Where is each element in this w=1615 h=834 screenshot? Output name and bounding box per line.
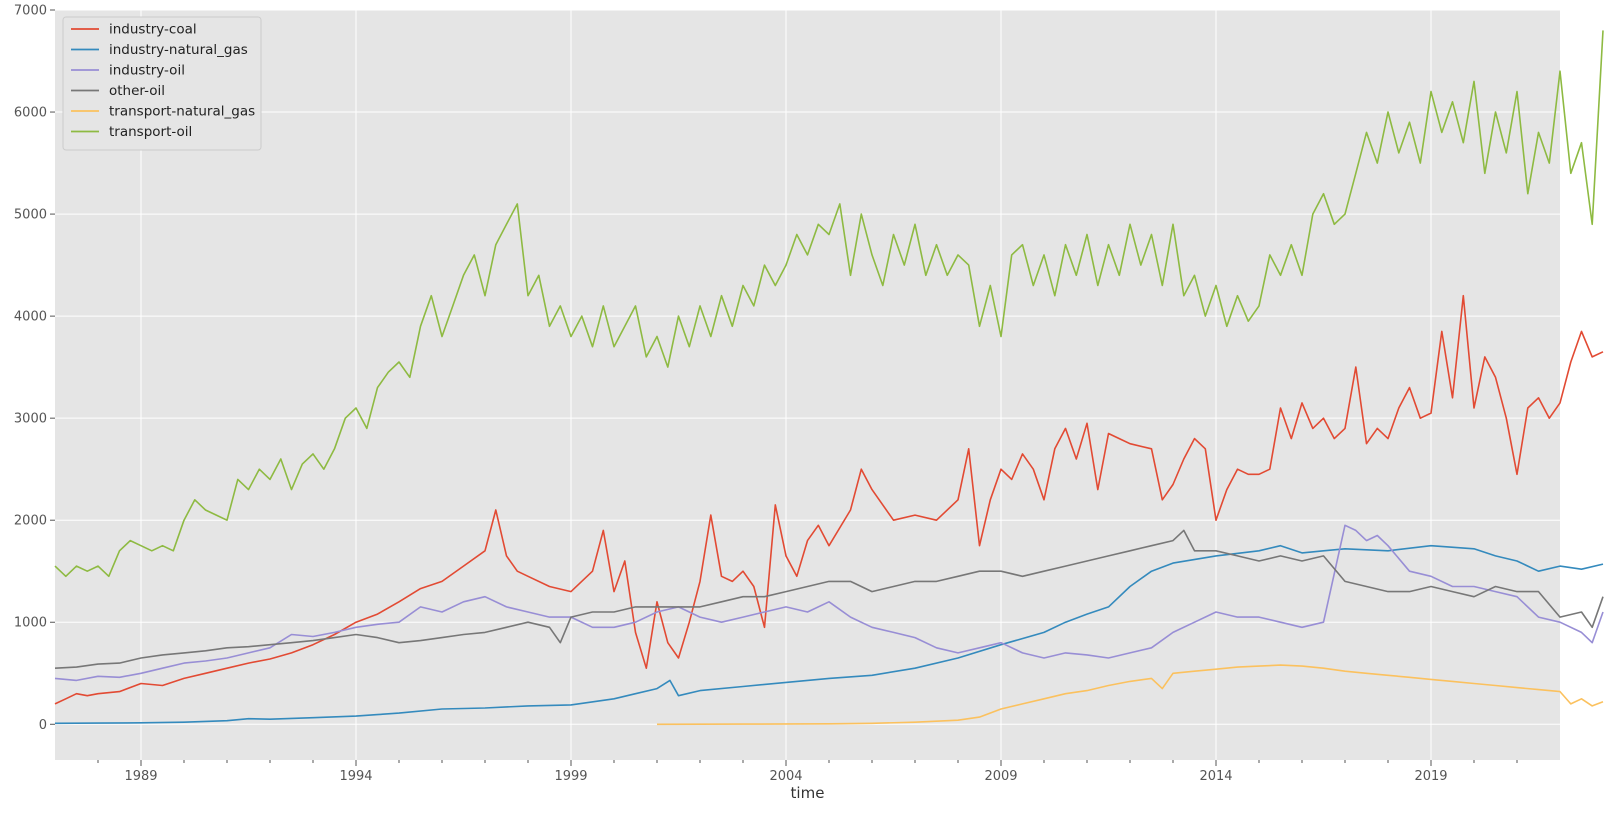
y-tick-label: 0: [39, 718, 47, 733]
x-tick-label: 1999: [554, 769, 587, 784]
y-axis: 0 1000 2000 3000 4000 5000 6000 7000: [14, 4, 55, 733]
y-tick-label: 7000: [14, 4, 47, 19]
grid: [55, 9, 1560, 760]
x-tick-label: 1989: [124, 769, 157, 784]
x-tick-label: 1994: [339, 769, 372, 784]
legend-box: [62, 16, 262, 151]
x-axis: 1989 1994 1999 2004 2009 2014 2019: [97, 760, 1518, 784]
legend-label: industry-natural_gas: [109, 42, 248, 58]
legend-label: other-oil: [109, 83, 165, 99]
series-line-industry-coal: [54, 294, 1604, 705]
legend-label: transport-oil: [109, 124, 192, 140]
legend-label: industry-coal: [109, 22, 197, 38]
series-line-industry-natural_gas: [54, 544, 1604, 725]
x-tick-label: 2019: [1414, 769, 1447, 784]
y-tick-label: 2000: [14, 514, 47, 529]
x-tick-label: 2009: [984, 769, 1017, 784]
x-axis-label: time: [791, 784, 825, 802]
series-line-other-oil: [54, 529, 1604, 669]
x-tick-label: 2014: [1199, 769, 1232, 784]
series-line-industry-oil: [54, 524, 1604, 682]
y-tick-label: 5000: [14, 208, 47, 223]
x-tick-label: 2004: [769, 769, 802, 784]
legend-label: transport-natural_gas: [109, 104, 255, 120]
legend-label: industry-oil: [109, 63, 185, 79]
series-line-transport-natural_gas: [656, 664, 1604, 726]
series-layer: [54, 30, 1604, 726]
legend: industry-coal industry-natural_gasindustr…: [62, 16, 262, 151]
plot-background: [55, 10, 1560, 760]
y-tick-label: 4000: [14, 310, 47, 325]
y-tick-label: 3000: [14, 412, 47, 427]
series-line-transport-oil: [54, 30, 1604, 578]
y-tick-label: 1000: [14, 616, 47, 631]
y-tick-label: 6000: [14, 106, 47, 121]
